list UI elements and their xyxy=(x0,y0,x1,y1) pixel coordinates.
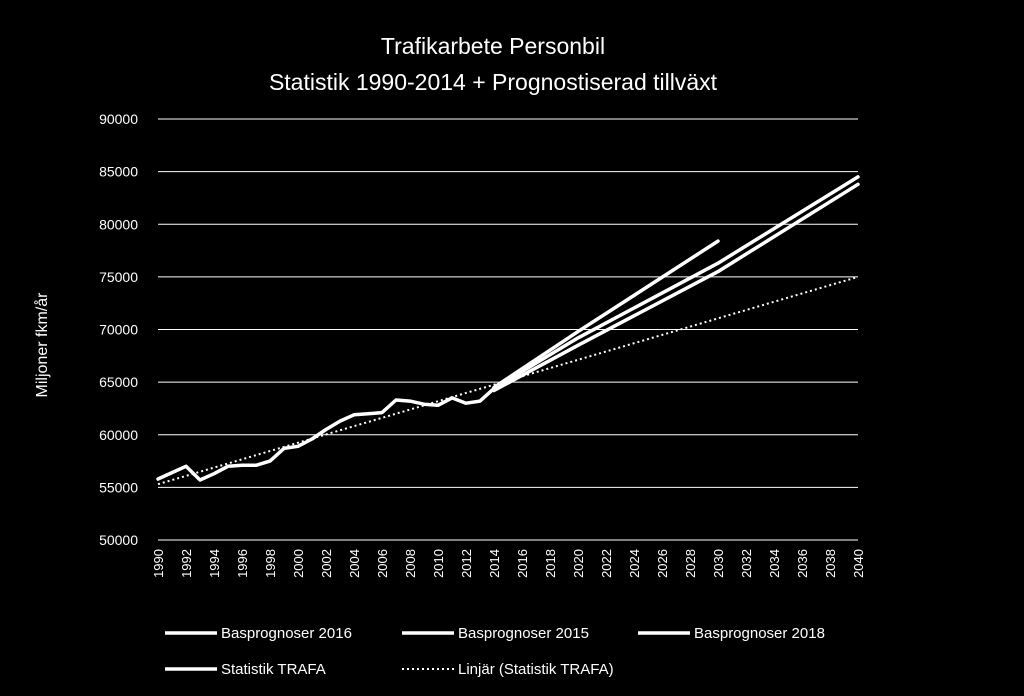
x-tick-label: 2010 xyxy=(431,549,446,578)
series-line-3 xyxy=(156,386,496,482)
series-line-2 xyxy=(492,182,860,393)
x-tick-label: 1992 xyxy=(179,549,194,578)
y-axis-label: Miljoner fkm/år xyxy=(33,292,51,398)
x-tick-label: 2024 xyxy=(627,549,642,578)
x-tick-label: 2032 xyxy=(739,549,754,578)
series-lines xyxy=(156,175,860,486)
series-line-4 xyxy=(157,275,859,486)
x-tick-label: 1996 xyxy=(235,549,250,578)
x-tick-label: 2020 xyxy=(571,549,586,578)
y-tick-label: 90000 xyxy=(99,111,138,127)
x-tick-label: 1998 xyxy=(263,549,278,578)
x-tick-label: 2026 xyxy=(655,549,670,578)
x-tick-label: 2018 xyxy=(543,549,558,578)
x-tick-label: 2030 xyxy=(711,549,726,578)
y-tick-label: 85000 xyxy=(99,164,138,180)
x-tick-label: 2004 xyxy=(347,549,362,578)
y-tick-label: 75000 xyxy=(99,269,138,285)
x-tick-label: 2000 xyxy=(291,549,306,578)
x-tick-label: 2012 xyxy=(459,549,474,578)
x-tick-label: 2022 xyxy=(599,549,614,578)
y-tick-label: 55000 xyxy=(99,479,138,495)
y-tick-label: 80000 xyxy=(99,216,138,232)
legend-label-3: Statistik TRAFA xyxy=(221,661,326,678)
series-line-0 xyxy=(492,239,720,390)
legend-label-2: Basprognoser 2018 xyxy=(694,625,825,642)
legend-label-0: Basprognoser 2016 xyxy=(221,625,352,642)
x-tick-label: 2014 xyxy=(487,549,502,578)
x-tick-label: 2040 xyxy=(851,549,866,578)
chart-title: Trafikarbete Personbil xyxy=(381,33,605,59)
chart-subtitle: Statistik 1990-2014 + Prognostiserad til… xyxy=(269,69,718,95)
x-tick-label: 2008 xyxy=(403,549,418,578)
x-axis-ticks: 1990 1992 1994 1996 1998 2000 2002 2004 2006 2008… xyxy=(151,549,866,578)
x-tick-label: 2034 xyxy=(767,549,782,578)
x-tick-label: 2016 xyxy=(515,549,530,578)
x-tick-label: 2006 xyxy=(375,549,390,578)
x-tick-label: 2036 xyxy=(795,549,810,578)
legend-label-4: Linjär (Statistik TRAFA) xyxy=(458,661,614,678)
x-tick-label: 1990 xyxy=(151,549,166,578)
y-axis-ticks: 50000 55000 60000 65000 70000 75000 80000 85000… xyxy=(99,111,138,548)
y-tick-label: 65000 xyxy=(99,374,138,390)
x-tick-label: 1994 xyxy=(207,549,222,578)
legend-label-1: Basprognoser 2015 xyxy=(458,625,589,642)
x-tick-label: 2002 xyxy=(319,549,334,578)
x-tick-label: 2028 xyxy=(683,549,698,578)
series-line-1 xyxy=(492,175,860,391)
y-tick-label: 60000 xyxy=(99,427,138,443)
y-tick-label: 50000 xyxy=(99,532,138,548)
legend: Basprognoser 2016 Basprognoser 2015 Baspro… xyxy=(165,625,825,678)
x-tick-label: 2038 xyxy=(823,549,838,578)
y-tick-label: 70000 xyxy=(99,322,138,338)
gridlines xyxy=(158,118,858,541)
